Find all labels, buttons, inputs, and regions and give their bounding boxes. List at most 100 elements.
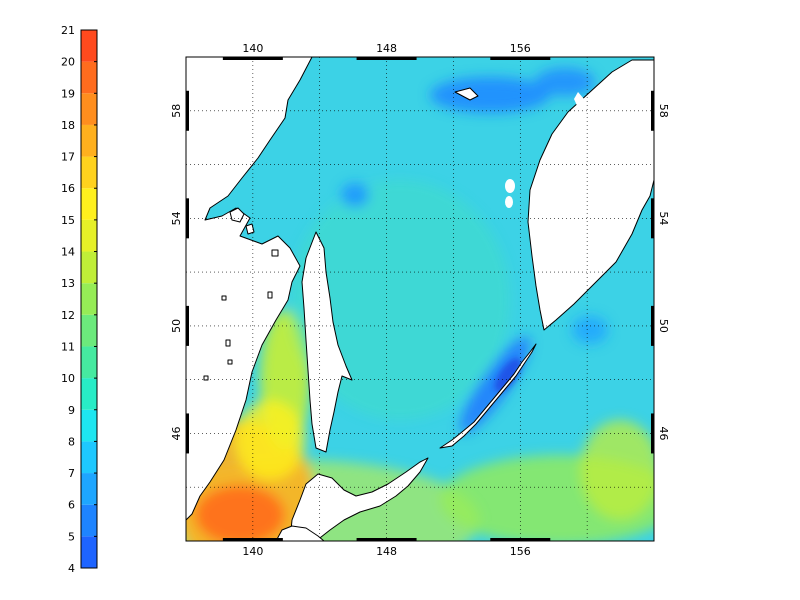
colorbar-swatch [81, 378, 97, 410]
land-small-island-a [271, 249, 279, 257]
colorbar-tick-label: 18 [61, 119, 75, 132]
land-small-island-c [221, 295, 227, 301]
latitude-label-left: 50 [170, 319, 183, 333]
latitude-label-right: 46 [657, 426, 670, 440]
colorbar-swatch [81, 251, 97, 284]
longitude-labels-bottom: 140 148 156 [242, 545, 530, 558]
land-small-island-f [227, 359, 233, 365]
frame-tick-bar [651, 305, 654, 346]
colorbar-tick-label: 5 [68, 530, 75, 543]
colorbar-tick-labels: 4 5 6 7 8 9 10 11 12 13 14 15 16 17 18 19 20 21 [61, 24, 97, 575]
cold-core-kuril [494, 357, 522, 393]
frame-tick-bar [490, 57, 551, 60]
temperature-gradients [186, 68, 654, 541]
longitude-label-bottom: 156 [510, 545, 531, 558]
colorbar-tick-label: 17 [61, 151, 75, 164]
land-asia-mainland [185, 56, 313, 521]
frame-tick-bar [651, 413, 654, 454]
land-small-island-d [225, 339, 231, 347]
longitude-label-top: 148 [376, 42, 397, 55]
land-hokkaido [289, 457, 429, 542]
latitude-label-right: 58 [657, 104, 670, 118]
longitude-labels-top: 140 148 156 [242, 42, 530, 55]
colorbar: 4 5 6 7 8 9 10 11 12 13 14 15 16 17 18 19 20 21 [61, 24, 98, 575]
frame-tick-bar [651, 90, 654, 131]
colorbar-swatch [81, 346, 97, 379]
cold-spot-north [430, 77, 550, 113]
frame-tick-bar [186, 413, 189, 454]
no-data-spot-center-lower [505, 196, 513, 208]
colorbar-swatches [81, 30, 97, 568]
frame-tick-bar [186, 305, 189, 346]
colorbar-swatch [81, 536, 97, 568]
temperature-cores [494, 357, 522, 393]
colorbar-swatch [81, 93, 97, 125]
colorbar-tick-label: 11 [61, 340, 75, 353]
colorbar-tick-label: 13 [61, 277, 75, 290]
frame-tick-bar [222, 538, 283, 541]
yellow-strip-west [235, 400, 305, 480]
graticule-grid [186, 57, 654, 541]
colorbar-swatch [81, 124, 97, 157]
colorbar-swatch [81, 156, 97, 189]
latitude-label-right: 50 [657, 319, 670, 333]
land-kamchatka [527, 59, 655, 331]
latitude-label-left: 54 [170, 211, 183, 225]
no-data-spots [505, 92, 584, 208]
frame-tick-bar [222, 57, 283, 60]
colorbar-tick-label: 14 [61, 246, 75, 259]
colorbar-tick-label: 6 [68, 499, 75, 512]
colorbar-swatch [81, 473, 97, 505]
frame-tick-bar [651, 198, 654, 239]
land-small-island-e [203, 375, 209, 381]
longitude-label-bottom: 140 [242, 545, 263, 558]
colorbar-tick-label: 21 [61, 24, 75, 37]
colorbar-swatch [81, 219, 97, 252]
frame-tick-bar [186, 198, 189, 239]
colorbar-swatch [81, 283, 97, 315]
colorbar-tick-label: 15 [61, 214, 75, 227]
map-frame-ticks [186, 57, 654, 541]
longitude-label-top: 140 [242, 42, 263, 55]
map-frame [185, 56, 655, 542]
colorbar-swatch [81, 30, 97, 62]
latitude-labels-left: 46 50 54 58 [170, 104, 183, 441]
colorbar-swatch [81, 409, 97, 442]
frame-tick-bar [356, 57, 417, 60]
no-data-spot-center-upper [505, 179, 515, 193]
hot-core-southwest [195, 485, 285, 541]
land-shantar-islands [229, 207, 255, 235]
no-data-spot-northeast [574, 92, 584, 108]
colorbar-tick-label: 20 [61, 56, 75, 69]
colorbar-swatch [81, 314, 97, 347]
colorbar-tick-label: 16 [61, 182, 75, 195]
landmasses [185, 56, 655, 542]
land-sakhalin [301, 231, 353, 453]
cold-spot-kamchatka [572, 316, 608, 344]
land-kuril-islands [439, 343, 537, 449]
colorbar-tick-label: 8 [68, 435, 75, 448]
longitude-label-bottom: 148 [376, 545, 397, 558]
cool-region-okhotsk-center [290, 180, 510, 420]
colorbar-tick-label: 7 [68, 467, 75, 480]
latitude-label-left: 46 [170, 426, 183, 440]
colorbar-swatch [81, 188, 97, 220]
frame-tick-bar [186, 90, 189, 131]
latitude-label-right: 54 [657, 211, 670, 225]
cold-spot-northeast [535, 68, 595, 96]
land-north-bay-island [454, 87, 479, 101]
colorbar-tick-label: 4 [68, 562, 75, 575]
colorbar-tick-label: 12 [61, 309, 75, 322]
longitude-label-top: 156 [510, 42, 531, 55]
frame-tick-bar [356, 538, 417, 541]
colorbar-frame [80, 29, 98, 569]
map-panel: 140 148 156 140 148 156 46 50 54 58 46 50 54 58 [170, 42, 670, 558]
colorbar-tick-label: 10 [61, 372, 75, 385]
colorbar-swatch [81, 441, 97, 474]
colorbar-tick-label: 19 [61, 87, 75, 100]
land-small-island-b [267, 291, 273, 299]
cold-spot-center [341, 183, 369, 207]
colorbar-tick-label: 9 [68, 404, 75, 417]
colorbar-swatch [81, 504, 97, 537]
